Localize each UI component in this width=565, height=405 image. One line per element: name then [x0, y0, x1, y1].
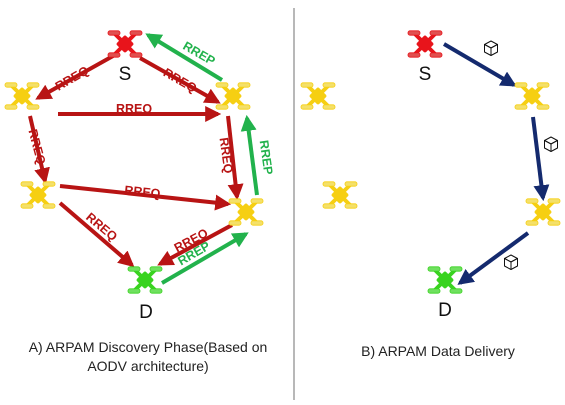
rreq-arrow-right-to-dest	[157, 223, 233, 266]
rreq-arrow-left-down	[28, 115, 50, 185]
rreq-arrow-s-to-left	[35, 54, 114, 100]
dest-label-a: D	[139, 302, 153, 323]
dest-drone-b	[427, 266, 463, 294]
relay-drone-a-left-top	[4, 82, 40, 110]
drones	[4, 30, 561, 294]
source-drone-b	[407, 30, 443, 58]
source-label-a: S	[119, 64, 132, 85]
caption-panel-b: B) ARPAM Data Delivery	[361, 343, 515, 359]
dest-drone-a	[127, 266, 163, 294]
source-label-b: S	[419, 64, 432, 85]
relay-drone-a-right-top	[215, 82, 251, 110]
rrep-arrows	[145, 33, 259, 285]
caption-panel-a-line2: AODV architecture)	[87, 358, 209, 374]
rreq-arrow-left-to-right-bottom	[59, 184, 232, 211]
rreq-arrows	[28, 54, 244, 268]
rreq-arrow-right-down	[226, 115, 244, 201]
relay-drone-b-right-top	[514, 82, 550, 110]
dest-label-b: D	[438, 300, 452, 321]
rreq-label-s-right: RREQ	[161, 65, 200, 95]
rreq-arrow-left-to-dest	[58, 201, 135, 268]
rrep-label-right-vertical: RREP	[257, 139, 276, 175]
packets	[484, 40, 558, 270]
data-arrow-s-to-relay1	[442, 42, 517, 87]
rreq-label-right-vertical: RREQ	[217, 137, 236, 175]
source-drone-a	[107, 30, 143, 58]
rreq-arrow-s-to-right	[139, 56, 221, 104]
rreq-label-top-horizontal: RREQ	[116, 102, 152, 116]
packet-cube-1	[484, 40, 498, 56]
data-arrow-relay1-to-relay2	[531, 116, 550, 202]
rreq-label-s-left: RREQ	[53, 63, 92, 93]
packet-cube-3	[504, 254, 518, 270]
rreq-label-bottom-horizontal: RREQ	[124, 183, 162, 201]
rreq-label-left-vertical: RREQ	[25, 128, 48, 167]
idle-drone-b-left-top	[300, 82, 336, 110]
data-arrows	[442, 42, 550, 285]
relay-drone-b-right-bottom	[525, 198, 561, 226]
relay-drone-a-left-bottom	[20, 181, 56, 209]
idle-drone-b-left-bottom	[322, 181, 358, 209]
data-arrow-relay2-to-dest	[457, 231, 530, 285]
rrep-arrow-right-to-source	[145, 33, 224, 82]
relay-drone-a-right-bottom	[228, 198, 264, 226]
caption-panel-a-line1: A) ARPAM Discovery Phase(Based on	[28, 339, 268, 355]
rrep-arrow-dest-to-right	[160, 232, 249, 285]
packet-cube-2	[544, 136, 558, 152]
rrep-arrow-right-up	[240, 114, 259, 196]
caption-panel-a: A) ARPAM Discovery Phase(Based on AODV a…	[8, 338, 288, 376]
